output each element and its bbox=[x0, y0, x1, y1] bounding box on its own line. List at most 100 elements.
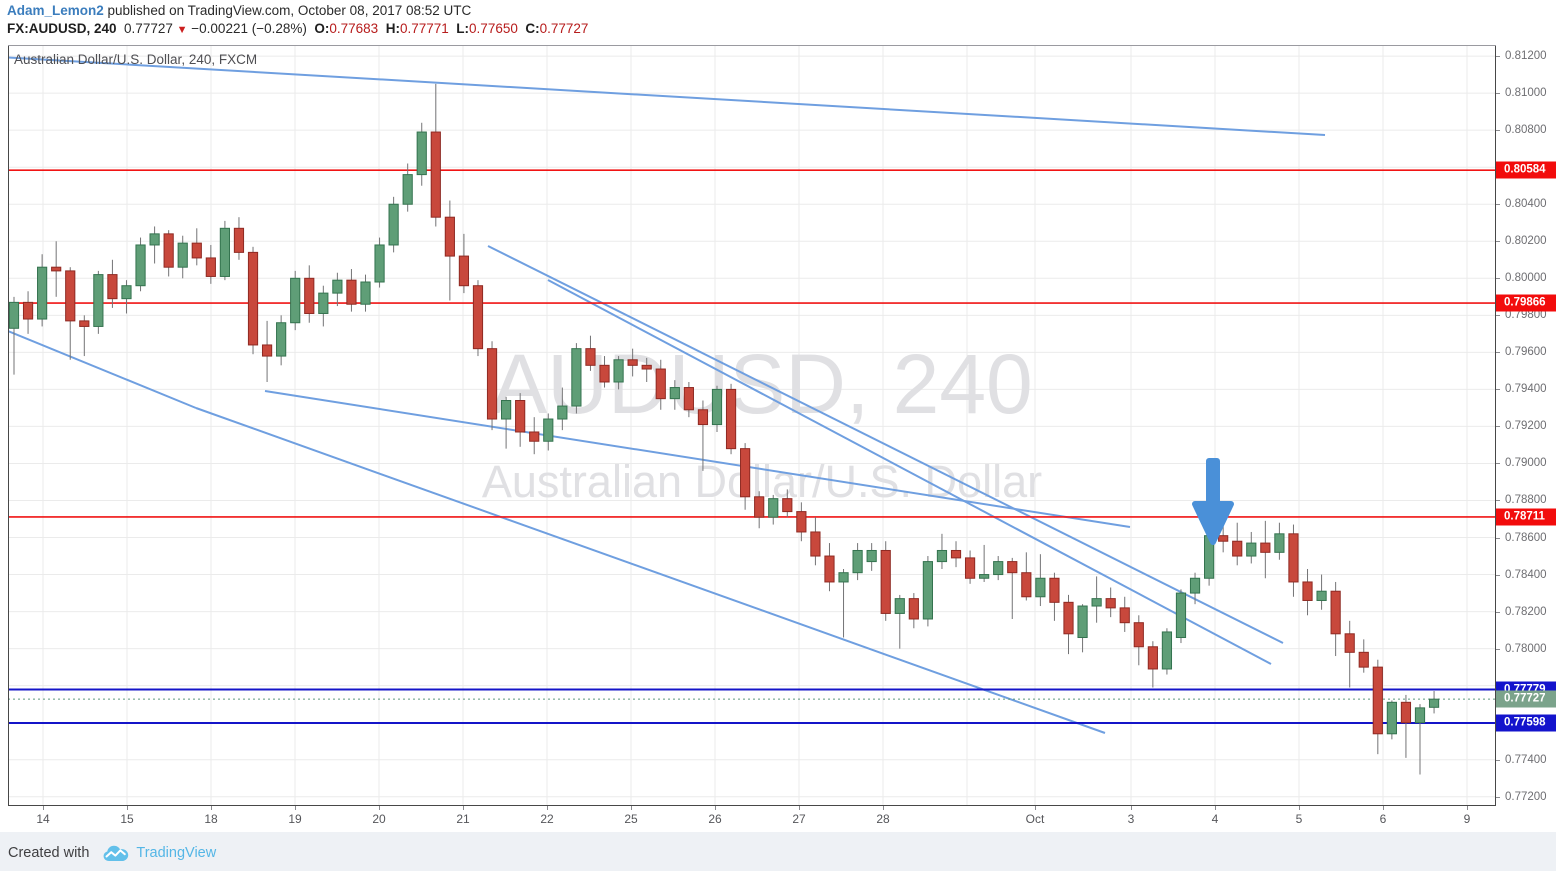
candle[interactable] bbox=[725, 383, 737, 455]
candle[interactable] bbox=[1372, 659, 1383, 755]
candle[interactable] bbox=[585, 335, 596, 371]
candle[interactable] bbox=[866, 543, 877, 571]
candle[interactable] bbox=[290, 270, 301, 331]
candle[interactable] bbox=[627, 348, 638, 377]
candle[interactable] bbox=[430, 83, 441, 227]
candle[interactable] bbox=[936, 533, 948, 569]
candle[interactable] bbox=[669, 380, 680, 410]
candle[interactable] bbox=[810, 517, 821, 566]
candle[interactable] bbox=[135, 237, 146, 292]
candle[interactable] bbox=[191, 228, 202, 266]
candle[interactable] bbox=[557, 387, 568, 431]
symbol-label[interactable]: FX:AUDUSD, 240 bbox=[7, 21, 117, 36]
down-arrow-annotation[interactable] bbox=[1192, 458, 1234, 545]
candle[interactable] bbox=[65, 267, 76, 360]
candle[interactable] bbox=[964, 550, 976, 584]
candle[interactable] bbox=[304, 265, 315, 323]
candle[interactable] bbox=[1428, 691, 1440, 714]
candle[interactable] bbox=[1246, 531, 1257, 564]
chart-plot-area[interactable]: AUDUSD, 240 Australian Dollar/U.S. Dollar bbox=[8, 45, 1496, 806]
candle[interactable] bbox=[486, 341, 498, 431]
candle[interactable] bbox=[1288, 524, 1299, 597]
candle[interactable] bbox=[979, 544, 990, 582]
candle[interactable] bbox=[37, 254, 48, 327]
candle[interactable] bbox=[838, 568, 849, 638]
candle[interactable] bbox=[1007, 557, 1018, 619]
candle[interactable] bbox=[107, 259, 118, 308]
candle[interactable] bbox=[754, 491, 765, 529]
candle[interactable] bbox=[1077, 604, 1088, 653]
candle[interactable] bbox=[1232, 522, 1243, 566]
candle[interactable] bbox=[93, 270, 104, 334]
candle[interactable] bbox=[276, 315, 287, 366]
trendline[interactable] bbox=[547, 279, 1272, 665]
candle[interactable] bbox=[374, 237, 385, 288]
candle[interactable] bbox=[1091, 576, 1102, 623]
candle[interactable] bbox=[205, 244, 216, 284]
candle[interactable] bbox=[1021, 552, 1032, 601]
candle[interactable] bbox=[1105, 587, 1116, 618]
candle[interactable] bbox=[1161, 628, 1173, 675]
candle[interactable] bbox=[1147, 641, 1158, 688]
candle[interactable] bbox=[121, 280, 132, 314]
candle[interactable] bbox=[177, 235, 188, 279]
candle[interactable] bbox=[613, 356, 624, 390]
trendline[interactable] bbox=[487, 245, 1284, 644]
chart-legend-title[interactable]: Australian Dollar/U.S. Dollar, 240, FXCM bbox=[14, 52, 258, 67]
candle[interactable] bbox=[571, 343, 582, 414]
candle[interactable] bbox=[1063, 594, 1074, 655]
candle[interactable] bbox=[472, 280, 484, 357]
candle[interactable] bbox=[149, 226, 160, 264]
tradingview-logo-icon[interactable] bbox=[103, 845, 129, 862]
candle[interactable] bbox=[1386, 700, 1397, 740]
candle[interactable] bbox=[388, 196, 399, 253]
candle[interactable] bbox=[51, 241, 62, 297]
candle[interactable] bbox=[444, 200, 455, 301]
candle[interactable] bbox=[543, 413, 554, 451]
candle[interactable] bbox=[683, 381, 694, 418]
trendline[interactable] bbox=[195, 407, 1106, 734]
candle[interactable] bbox=[1316, 574, 1327, 610]
candle[interactable] bbox=[824, 543, 835, 592]
candle[interactable] bbox=[247, 246, 259, 355]
candle[interactable] bbox=[1414, 704, 1426, 775]
candle[interactable] bbox=[219, 220, 231, 281]
candle[interactable] bbox=[8, 296, 20, 375]
candle[interactable] bbox=[501, 396, 512, 449]
candle[interactable] bbox=[993, 556, 1004, 581]
candle[interactable] bbox=[1049, 572, 1060, 621]
candle[interactable] bbox=[908, 593, 919, 629]
trendline[interactable] bbox=[8, 56, 1326, 136]
candle[interactable] bbox=[332, 272, 343, 307]
candle[interactable] bbox=[1119, 596, 1130, 632]
candle[interactable] bbox=[894, 594, 905, 649]
candle[interactable] bbox=[1330, 581, 1341, 657]
candle[interactable] bbox=[1344, 620, 1355, 688]
candle[interactable] bbox=[782, 489, 793, 518]
price-axis[interactable]: 0.81200 0.81000 0.80800 0.80400 0.80200 0.800… bbox=[1496, 45, 1556, 806]
candle[interactable] bbox=[318, 285, 329, 327]
candle[interactable] bbox=[1260, 520, 1271, 579]
trendline[interactable] bbox=[8, 330, 197, 409]
candle[interactable] bbox=[1035, 554, 1046, 607]
candle[interactable] bbox=[1133, 615, 1144, 666]
candle[interactable] bbox=[1189, 572, 1201, 605]
candle[interactable] bbox=[402, 163, 413, 212]
candle[interactable] bbox=[515, 393, 526, 447]
candle[interactable] bbox=[796, 502, 807, 542]
candle[interactable] bbox=[697, 400, 709, 471]
candle[interactable] bbox=[880, 541, 891, 621]
candle[interactable] bbox=[346, 269, 357, 312]
candle[interactable] bbox=[416, 122, 427, 186]
candle[interactable] bbox=[1400, 694, 1412, 758]
candle[interactable] bbox=[740, 443, 751, 510]
candle[interactable] bbox=[641, 357, 652, 382]
candle[interactable] bbox=[458, 233, 470, 294]
candle[interactable] bbox=[711, 385, 723, 432]
candle[interactable] bbox=[852, 543, 863, 581]
username-link[interactable]: Adam_Lemon2 bbox=[7, 3, 104, 18]
candle[interactable] bbox=[1358, 639, 1369, 673]
candle[interactable] bbox=[922, 556, 933, 627]
candle[interactable] bbox=[950, 541, 962, 568]
candle[interactable] bbox=[768, 494, 779, 525]
